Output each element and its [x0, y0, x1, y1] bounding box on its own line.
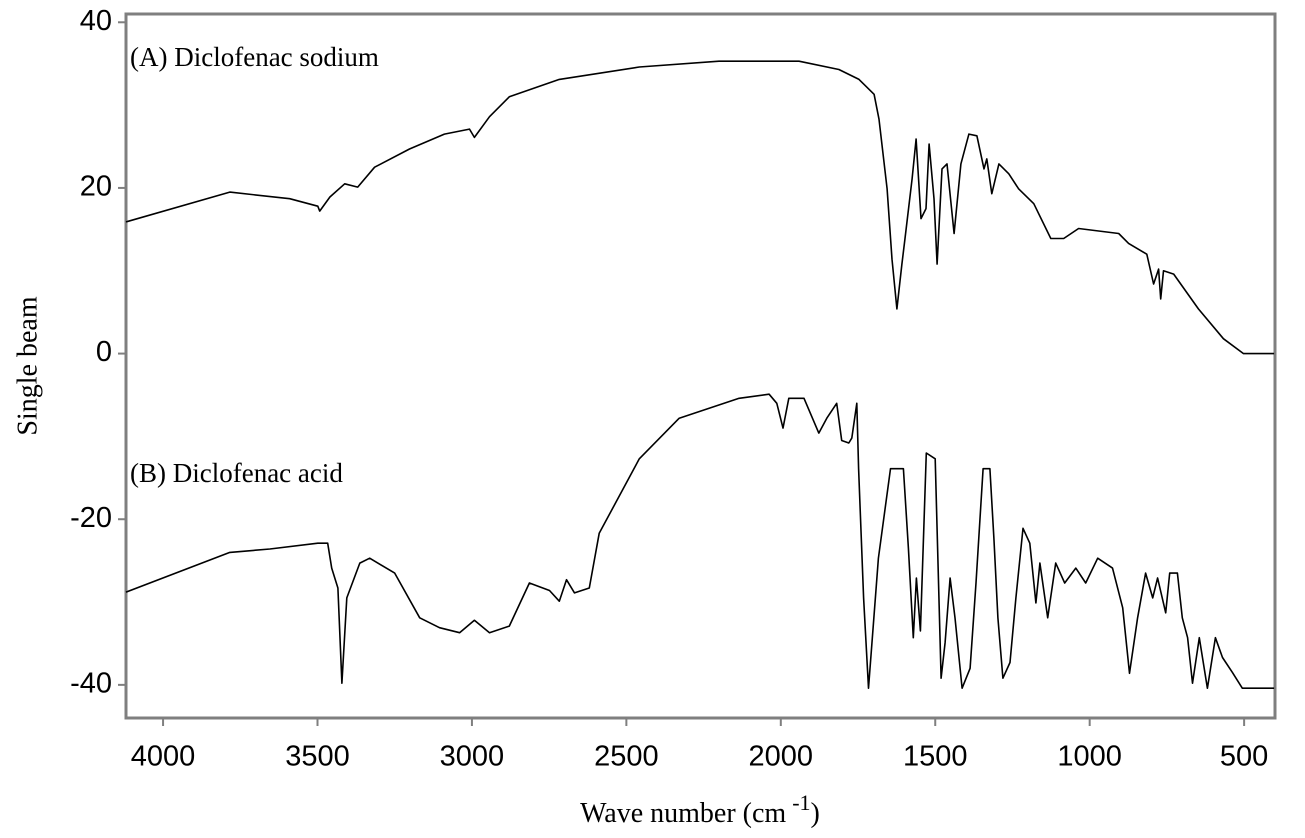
y-tick-label: 0 — [96, 336, 112, 368]
y-tick-label: -40 — [70, 668, 112, 700]
x-axis-label-text: Wave number (cm — [580, 798, 786, 829]
y-tick-label: -20 — [70, 502, 112, 534]
x-tick-label: 1000 — [1057, 741, 1122, 773]
x-axis-label-superscript: -1 — [792, 790, 810, 815]
x-axis-label-suffix: ) — [811, 798, 820, 829]
x-tick-label: 2000 — [749, 741, 814, 773]
x-tick-label: 3000 — [440, 741, 505, 773]
x-tick-label: 1500 — [903, 741, 968, 773]
annotation: (B) Diclofenac acid — [130, 458, 343, 488]
annotation: (A) Diclofenac sodium — [130, 42, 379, 72]
x-tick-label: 2500 — [594, 741, 659, 773]
spectrum-line — [125, 393, 1275, 689]
spectrum-line — [125, 60, 1275, 355]
x-axis-label: Wave number (cm -1) — [580, 790, 820, 829]
x-tick-label: 3500 — [285, 741, 350, 773]
y-tick-label: 40 — [80, 5, 112, 37]
plot-frame — [124, 12, 1277, 720]
x-tick-label: 4000 — [131, 741, 196, 773]
y-tick-label: 20 — [80, 171, 112, 203]
x-tick-label: 500 — [1220, 741, 1268, 773]
y-axis-label: Single beam — [12, 296, 43, 435]
